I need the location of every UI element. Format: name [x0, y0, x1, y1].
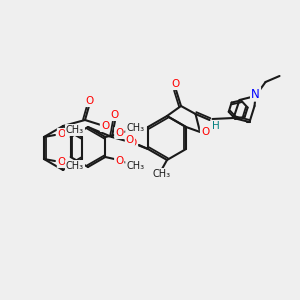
Text: O: O — [101, 121, 109, 131]
Text: CH₃: CH₃ — [66, 161, 84, 171]
Text: O: O — [111, 110, 119, 120]
Text: O: O — [115, 156, 123, 166]
Text: O: O — [129, 138, 137, 148]
Text: O: O — [58, 157, 66, 167]
Text: O: O — [85, 96, 93, 106]
Text: CH₃: CH₃ — [126, 123, 144, 133]
Text: H: H — [212, 121, 219, 131]
Text: CH₃: CH₃ — [126, 161, 144, 171]
Text: CH₃: CH₃ — [153, 169, 171, 179]
Text: O: O — [115, 128, 123, 138]
Text: O: O — [201, 127, 209, 137]
Text: CH₃: CH₃ — [66, 125, 84, 135]
Text: O: O — [126, 135, 134, 145]
Text: O: O — [58, 129, 66, 139]
Text: O: O — [172, 79, 180, 89]
Text: N: N — [251, 88, 260, 100]
